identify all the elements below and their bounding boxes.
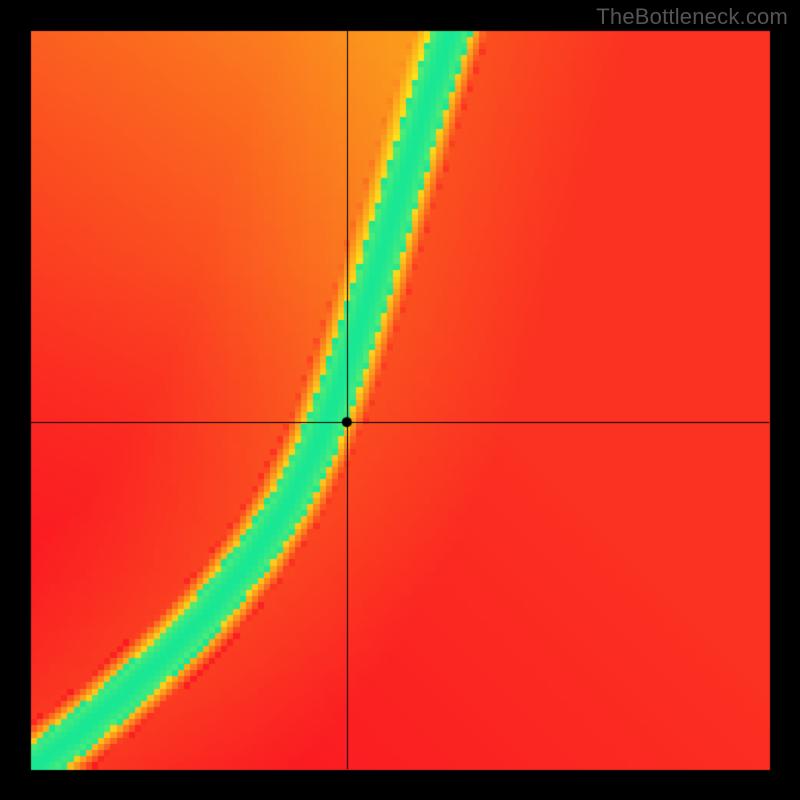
bottleneck-heatmap (0, 0, 800, 800)
chart-container: TheBottleneck.com (0, 0, 800, 800)
watermark-text: TheBottleneck.com (596, 4, 788, 30)
